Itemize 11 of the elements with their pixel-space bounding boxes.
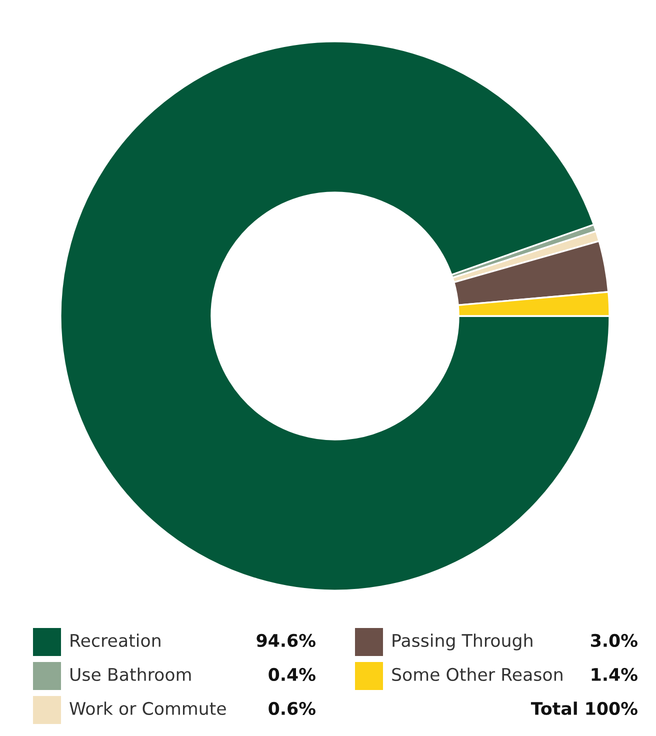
data-label: 1.4% <box>592 668 638 682</box>
legend-label: Passing Through <box>392 634 532 650</box>
data-label: 0.4% <box>268 668 316 682</box>
legend-label: Recreation <box>70 634 160 648</box>
data-label: 0.6% <box>268 702 316 716</box>
data-label: 3.0% <box>591 634 638 648</box>
legend-label: Work or Commute <box>70 702 226 716</box>
legend-label: Some Other Reason <box>392 668 562 682</box>
data-label: 94.6% <box>256 634 316 648</box>
legend-label: Use Bathroom <box>70 668 191 682</box>
text: Total 100% <box>530 702 638 716</box>
